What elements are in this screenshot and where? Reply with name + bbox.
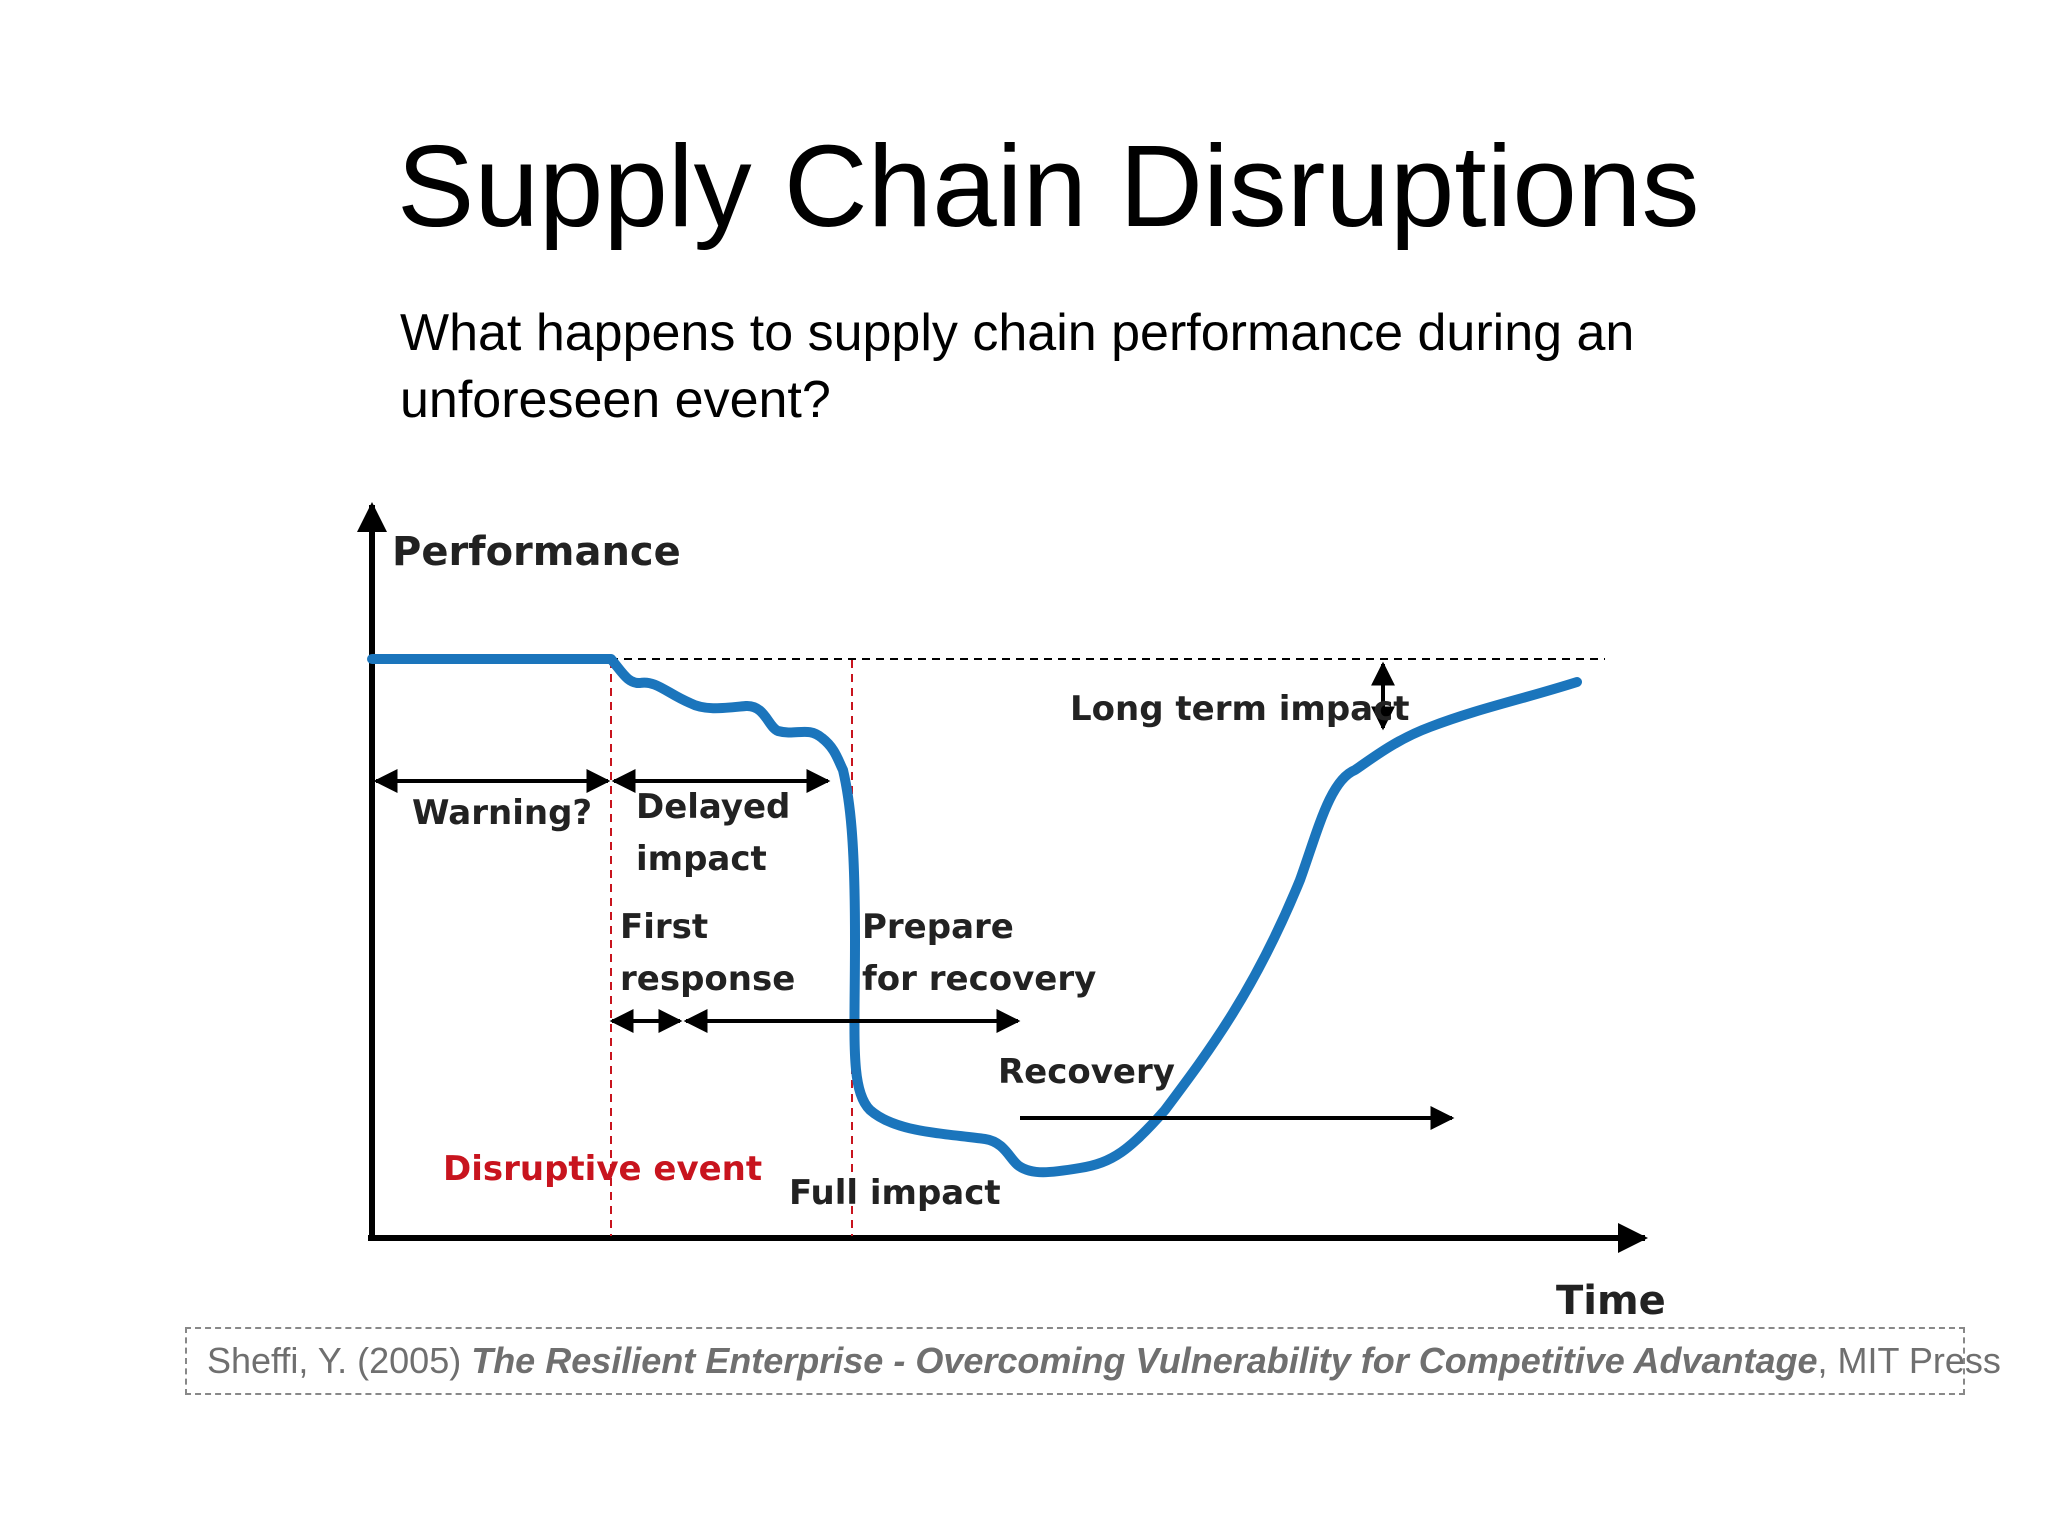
citation-box: Sheffi, Y. (2005) The Resilient Enterpri… <box>185 1327 2001 1395</box>
delayed-impact-label-1: Delayed <box>636 787 790 827</box>
citation-author: Sheffi, Y. (2005) <box>207 1340 472 1381</box>
citation-publisher: , MIT Press <box>1817 1340 2001 1381</box>
first-response-label-1: First <box>620 907 708 947</box>
warning-label: Warning? <box>412 793 592 833</box>
y-axis-label: Performance <box>392 529 681 575</box>
prepare-recovery-label-2: for recovery <box>862 959 1096 999</box>
recovery-label: Recovery <box>998 1052 1175 1092</box>
first-response-label-2: response <box>620 959 795 999</box>
prepare-recovery-label-1: Prepare <box>862 907 1014 947</box>
disruptive-event-label: Disruptive event <box>443 1149 762 1189</box>
slide-subtitle: What happens to supply chain performance… <box>400 300 1720 434</box>
x-axis-label: Time <box>1556 1278 1666 1324</box>
full-impact-label: Full impact <box>789 1173 1001 1213</box>
performance-curve <box>367 654 1582 1178</box>
delayed-impact-label-2: impact <box>636 839 767 879</box>
subtitle-line-1: What happens to supply chain performance… <box>400 304 1635 362</box>
long-term-impact-label: Long term impact <box>1070 689 1410 729</box>
subtitle-line-2: unforeseen event? <box>400 371 831 429</box>
citation-book-title: The Resilient Enterprise - Overcoming Vu… <box>471 1340 1818 1381</box>
slide-title: Supply Chain Disruptions <box>397 121 1700 251</box>
